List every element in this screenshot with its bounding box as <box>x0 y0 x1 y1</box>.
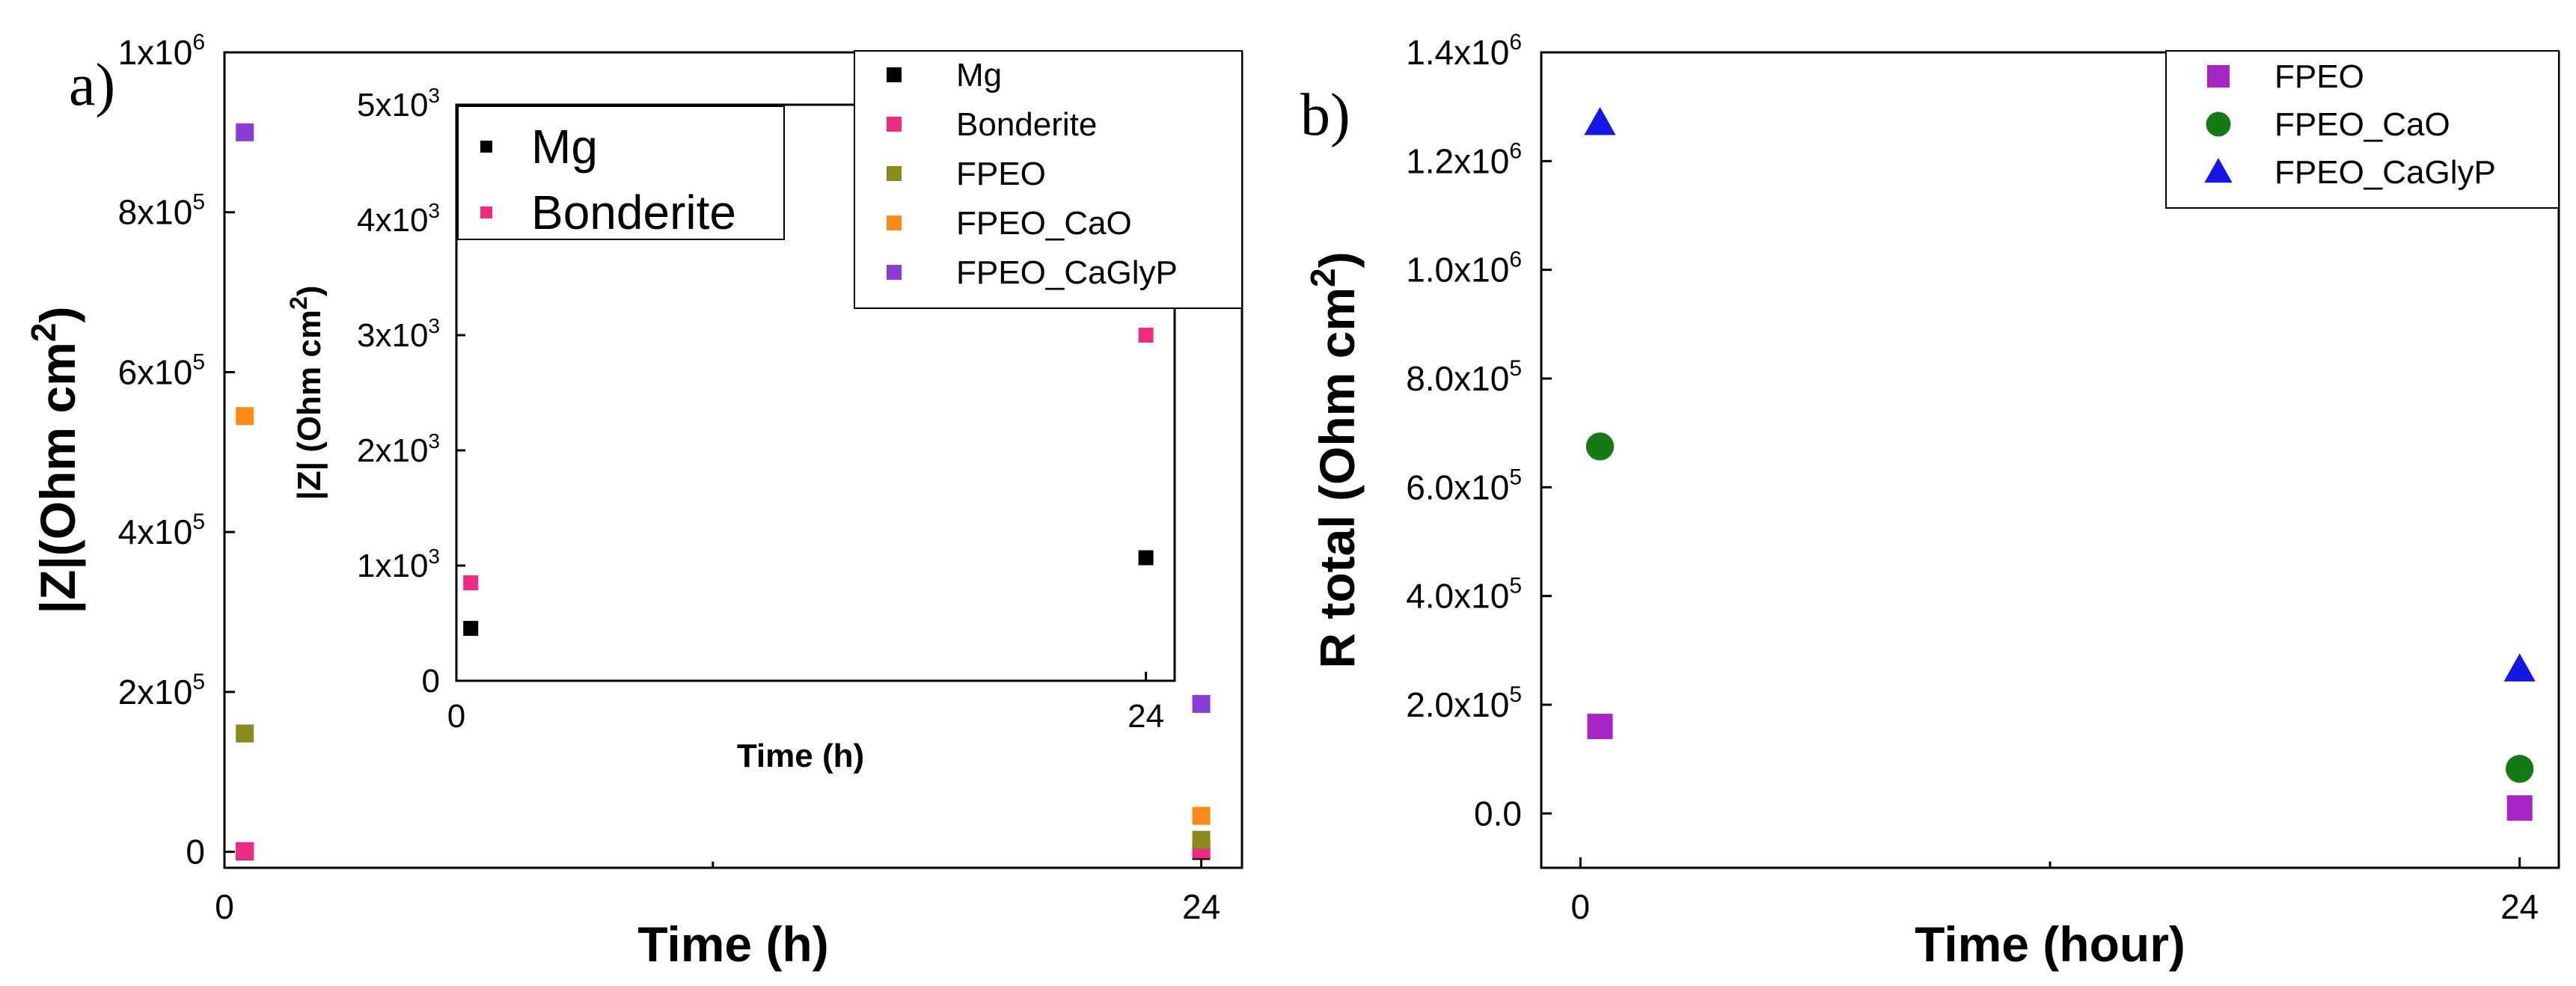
legend-b: FPEO FPEO_CaO FPEO_CaGlyP <box>2204 58 2496 191</box>
x-tick-label: 0 <box>447 698 465 735</box>
legend-marker-mg <box>887 67 902 82</box>
legend-marker-fpeo-cao <box>887 215 902 230</box>
y-tick-label: 1x106 <box>118 30 205 72</box>
legend-marker-fpeo-caglyp <box>887 265 902 280</box>
x-axis-label-inset: Time (h) <box>737 738 864 774</box>
y-axis-label-a: |Z|(Ohm cm2) <box>24 307 87 614</box>
legend-label: Mg <box>956 57 1002 94</box>
data-point-bonderite <box>1138 328 1154 343</box>
plot-frame-a <box>223 51 1243 869</box>
legend-label: Bonderite <box>531 186 736 239</box>
x-axis-label-b: Time (hour) <box>1915 916 2185 972</box>
y-tick-label: 3x103 <box>357 314 440 354</box>
data-point-bonderite <box>236 842 254 860</box>
data-point-bonderite <box>463 575 479 591</box>
legend-box-b <box>2165 50 2560 209</box>
y-tick-label: 8.0x105 <box>1406 356 1522 398</box>
inset-legend: Mg Bonderite <box>480 120 736 239</box>
x-axis-label-a: Time (h) <box>637 916 828 972</box>
legend-marker-fpeo <box>2207 65 2230 88</box>
data-point-fpeo <box>1587 714 1613 740</box>
data-point-mg <box>463 620 479 636</box>
y-tick-label: 6x105 <box>118 349 205 391</box>
legend-box-a <box>854 50 1243 309</box>
y-axis-ticks-b: 0.0 2.0x105 4.0x105 6.0x105 8.0x105 1.0x106 1.… <box>1406 30 1552 833</box>
y-tick-label: 1.4x106 <box>1406 30 1522 72</box>
legend-label: FPEO <box>2274 58 2364 95</box>
legend-label: FPEO <box>956 156 1046 192</box>
y-tick-label: 8x105 <box>118 190 205 232</box>
legend-marker-fpeo-caglyp <box>2204 158 2233 183</box>
data-point-fpeo-caglyp <box>1192 694 1211 713</box>
y-axis-ticks-a: 0 2x105 4x105 6x105 8x105 1x106 <box>118 30 235 872</box>
y-tick-label: 4x105 <box>118 509 205 551</box>
y-axis-label-b: R total (Ohm cm2) <box>1303 251 1365 668</box>
legend-label: FPEO_CaO <box>2274 106 2450 143</box>
y-tick-label: 4.0x105 <box>1406 574 1522 616</box>
legend-marker-fpeo-cao <box>2206 111 2231 137</box>
data-point-fpeo <box>236 724 254 743</box>
legend-a: Mg Bonderite FPEO FPEO_CaO FPEO_CaGlyP <box>887 57 1178 291</box>
data-point-fpeo <box>1192 830 1211 849</box>
panel-label-a: a) <box>69 52 115 118</box>
y-tick-label: 2x105 <box>118 670 205 711</box>
data-point-fpeo-cao <box>1192 806 1211 825</box>
y-tick-label: 0 <box>422 663 440 699</box>
legend-label: Bonderite <box>956 106 1097 143</box>
y-tick-label: 0 <box>186 833 205 872</box>
legend-label: FPEO_CaGlyP <box>956 254 1178 291</box>
data-point-fpeo-caglyp <box>2503 653 2536 682</box>
data-point-fpeo-cao <box>2505 755 2534 783</box>
y-tick-label: 4x103 <box>357 199 440 239</box>
y-axis-ticks-inset: 0 1x103 2x103 3x103 4x103 5x103 <box>357 84 465 699</box>
y-axis-label-inset: |Z| (Ohm cm2) <box>285 286 328 500</box>
x-tick-label: 24 <box>1128 698 1164 735</box>
y-tick-label: 2x103 <box>357 429 440 469</box>
x-axis-ticks-a: 0 24 <box>215 857 1220 926</box>
legend-label: Mg <box>531 120 598 174</box>
y-tick-label: 2.0x105 <box>1406 682 1522 724</box>
x-tick-label: 0 <box>1571 887 1591 926</box>
data-point-fpeo-cao <box>236 407 254 426</box>
legend-marker-bonderite <box>887 117 902 132</box>
y-tick-label: 0.0 <box>1474 794 1522 833</box>
inset-legend-box <box>457 105 785 240</box>
x-tick-label: 24 <box>2500 887 2539 926</box>
data-point-fpeo-caglyp <box>1584 107 1616 135</box>
data-point-fpeo-cao <box>1585 432 1615 461</box>
legend-marker-mg <box>480 141 492 153</box>
y-tick-label: 1.0x106 <box>1406 248 1522 290</box>
legend-label: FPEO_CaO <box>956 205 1132 242</box>
data-points-b <box>1584 107 2536 821</box>
x-tick-label: 0 <box>215 887 234 926</box>
y-tick-label: 6.0x105 <box>1406 465 1522 506</box>
data-points-a <box>236 123 1211 861</box>
y-tick-label: 1x103 <box>357 545 440 584</box>
data-point-mg <box>1138 550 1154 566</box>
data-point-fpeo-caglyp <box>236 123 254 141</box>
y-tick-label: 5x103 <box>357 84 440 123</box>
panel-b: b) 0.0 2.0x105 4.0x105 6.0x105 8.0x105 1.0x10… <box>1300 30 2560 972</box>
data-point-fpeo <box>2506 795 2533 821</box>
x-tick-label: 24 <box>1182 887 1220 926</box>
data-points-inset <box>463 328 1154 636</box>
panel-label-b: b) <box>1300 82 1350 148</box>
legend-label: FPEO_CaGlyP <box>2274 154 2496 191</box>
panel-a: a) 0 2x105 4x105 6x105 8x105 1x106 0 24 Time (… <box>24 30 1243 972</box>
y-tick-label: 1.2x106 <box>1406 138 1522 180</box>
x-axis-ticks-inset: 0 24 <box>447 672 1164 735</box>
legend-marker-fpeo <box>887 166 902 181</box>
legend-marker-bonderite <box>480 206 492 218</box>
x-axis-ticks-b: 0 24 <box>1571 857 2539 926</box>
